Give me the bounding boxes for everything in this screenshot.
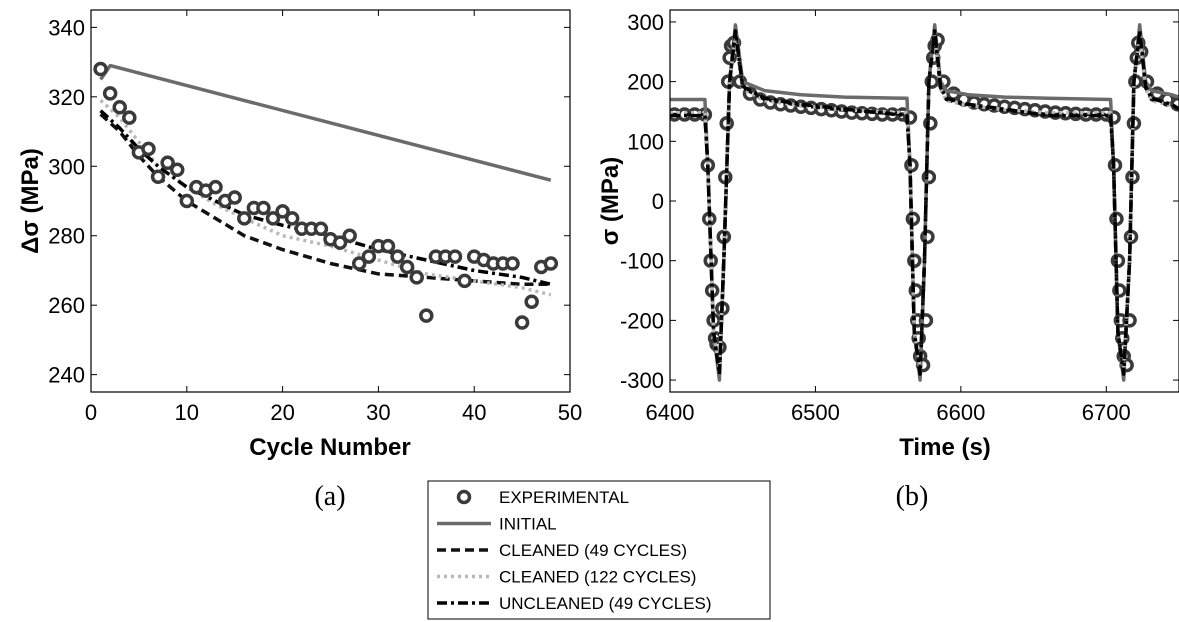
experimental-point-a xyxy=(141,141,156,157)
experimental-point-a xyxy=(160,155,175,171)
experimental-point-a xyxy=(505,256,520,271)
experimental-point-a xyxy=(93,61,108,77)
experimental-point-a xyxy=(457,273,472,289)
experimental-point-a xyxy=(237,211,252,226)
experimental-point-a xyxy=(419,308,434,323)
experimental-point-a xyxy=(342,228,357,243)
series-line-dashdot-b xyxy=(670,29,1179,376)
y-tick-label: 300 xyxy=(48,154,85,179)
plot-area-a xyxy=(93,61,559,330)
experimental-point-a xyxy=(169,162,185,177)
x-tick-label: 40 xyxy=(462,400,486,425)
experimental-point-a xyxy=(313,221,329,237)
experimental-point-a xyxy=(543,256,559,271)
experimental-point-a xyxy=(265,211,281,226)
x-tick-label: 6700 xyxy=(1082,400,1131,425)
y-tick-label: -300 xyxy=(620,368,664,393)
y-axis-label-a: Δσ (MPa) xyxy=(17,148,44,254)
experimental-point-a xyxy=(284,211,300,226)
legend-label: UNCLEANED (49 CYCLES) xyxy=(499,594,712,613)
experimental-point-b xyxy=(1110,253,1126,268)
chart-panel-a: 0 10 20 30 40 50 240 260 280 300 320 340 Cycle Num… xyxy=(17,9,582,512)
experimental-point-a xyxy=(361,249,377,264)
experimental-point-a xyxy=(399,259,415,275)
x-ticks-b: 6400 6500 6600 6700 xyxy=(646,10,1131,425)
x-axis-label-b: Time (s) xyxy=(899,434,991,461)
experimental-point-a xyxy=(380,238,396,254)
axes-frame-a xyxy=(90,9,571,393)
x-tick-label: 20 xyxy=(270,400,294,425)
y-tick-label: -200 xyxy=(620,308,664,333)
x-tick-label: 6400 xyxy=(646,400,695,425)
x-tick-label: 30 xyxy=(366,400,390,425)
experimental-point-a xyxy=(351,256,367,271)
experimental-point-a xyxy=(227,190,242,205)
experimental-point-b xyxy=(907,253,922,268)
legend-swatch-circle xyxy=(456,489,472,505)
legend-label: CLEANED (122 CYCLES) xyxy=(499,568,696,587)
experimental-point-a xyxy=(524,294,539,309)
experimental-point-a xyxy=(208,179,223,195)
x-axis-label-a: Cycle Number xyxy=(249,434,410,461)
x-tick-label: 0 xyxy=(85,400,97,425)
experimental-point-a xyxy=(514,315,530,330)
x-tick-label: 50 xyxy=(558,400,582,425)
experimental-point-a xyxy=(256,200,271,216)
x-tick-label: 6500 xyxy=(791,400,840,425)
panel-label-b: (b) xyxy=(896,481,929,512)
y-tick-label: -100 xyxy=(620,249,664,274)
y-axis-label-b: σ (MPa) xyxy=(597,157,624,245)
experimental-point-a xyxy=(179,193,195,209)
x-tick-label: 10 xyxy=(175,400,199,425)
experimental-point-a xyxy=(447,249,463,264)
y-tick-label: 340 xyxy=(48,15,85,40)
chart-panel-b: 6400 6500 6600 6700 -300-200-1000100200300 … xyxy=(597,9,1179,512)
y-tick-label: 240 xyxy=(48,363,85,388)
legend-entries: EXPERIMENTAL INITIAL CLEANED (49 CYCLES) CL… xyxy=(437,488,712,613)
experimental-point-a xyxy=(150,169,166,184)
plot-area-b xyxy=(670,23,1179,382)
y-tick-label: 320 xyxy=(48,85,85,110)
y-ticks-a: 240 260 280 300 320 340 xyxy=(48,15,570,388)
y-tick-label: 280 xyxy=(48,224,85,249)
experimental-point-a xyxy=(409,270,424,285)
experimental-point-a xyxy=(390,249,405,264)
y-tick-label: 300 xyxy=(627,10,664,35)
y-tick-label: 0 xyxy=(652,189,664,214)
legend-label: EXPERIMENTAL xyxy=(499,488,629,507)
legend-label: INITIAL xyxy=(499,515,557,534)
y-tick-label: 260 xyxy=(48,293,85,318)
experimental-point-a xyxy=(275,204,290,219)
series-line-dashed-a xyxy=(99,112,551,287)
y-tick-label: 100 xyxy=(627,129,664,154)
legend: EXPERIMENTAL INITIAL CLEANED (49 CYCLES) CL… xyxy=(427,480,771,620)
experimental-point-a xyxy=(122,110,137,125)
experimental-point-a xyxy=(332,235,348,250)
panel-label-a: (a) xyxy=(314,481,345,512)
x-tick-label: 6600 xyxy=(936,400,985,425)
y-tick-label: 200 xyxy=(627,70,664,95)
y-ticks-b: -300 -200 -100 0 100 200 300 xyxy=(620,10,1179,393)
legend-label: CLEANED (49 CYCLES) xyxy=(499,541,687,560)
experimental-point-a xyxy=(102,86,118,101)
x-ticks-a: 0 10 20 30 40 50 xyxy=(85,10,582,425)
experimental-point-a xyxy=(112,99,127,115)
